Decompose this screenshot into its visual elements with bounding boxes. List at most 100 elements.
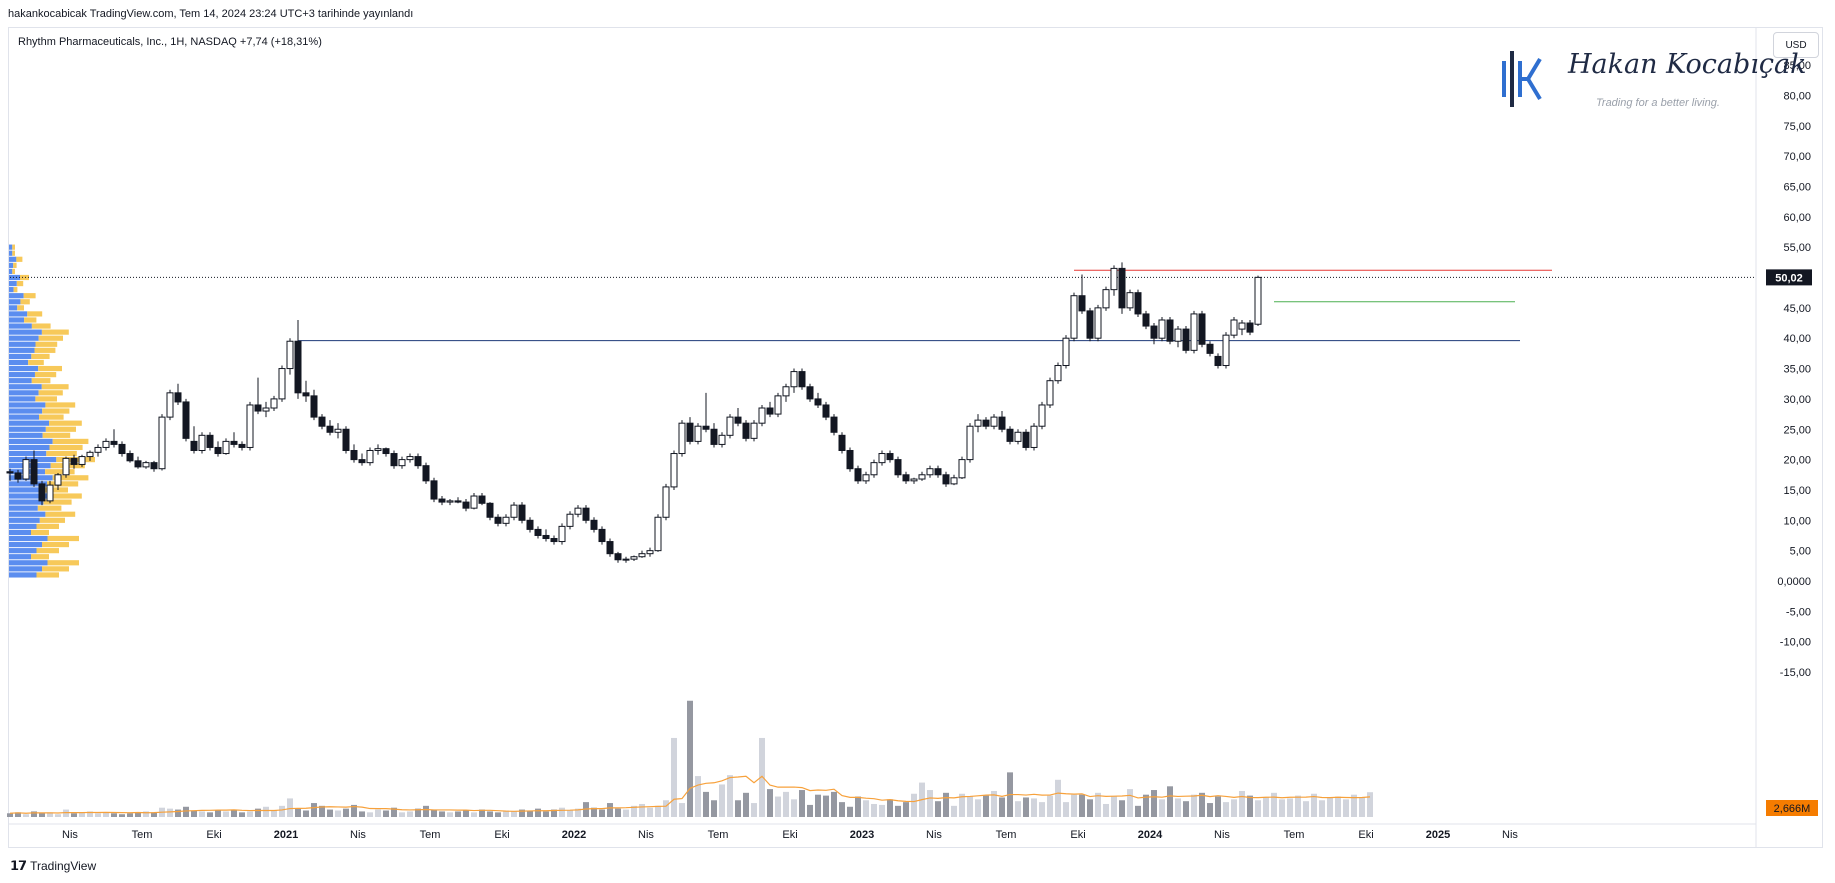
candle xyxy=(1062,335,1070,369)
candle-body xyxy=(822,404,830,418)
candle xyxy=(934,465,942,478)
candle xyxy=(1054,362,1062,384)
candle xyxy=(798,368,806,390)
candle xyxy=(350,444,358,463)
candle-body xyxy=(398,459,406,467)
candle-body xyxy=(774,395,782,415)
candle xyxy=(950,474,958,486)
candle-body xyxy=(894,459,902,476)
watermark-logo: Hakan Kocabıçak Trading for a better liv… xyxy=(1496,45,1807,115)
price-tick-label: 25,00 xyxy=(1783,424,1811,436)
candle-body xyxy=(966,425,974,461)
volume-bar xyxy=(575,808,581,817)
volume-bar xyxy=(607,803,613,817)
volume-bar xyxy=(743,792,749,817)
candle-body xyxy=(470,495,478,509)
profile-bar-yellow xyxy=(35,396,57,402)
time-tick-label: 2021 xyxy=(274,829,298,841)
profile-bar-blue xyxy=(9,359,29,366)
candle xyxy=(1174,326,1182,348)
profile-bar-yellow xyxy=(45,426,76,432)
candle xyxy=(206,432,214,451)
tradingview-brand[interactable]: 𝟭𝟳 TradingView xyxy=(10,858,96,874)
candle xyxy=(486,502,494,521)
candle xyxy=(1238,319,1246,336)
volume-bar xyxy=(1263,797,1269,817)
candle-body xyxy=(254,404,262,412)
profile-bar-blue xyxy=(9,572,37,578)
volume-profile xyxy=(9,244,95,578)
profile-bar-blue xyxy=(9,450,47,457)
volume-bar xyxy=(1207,803,1213,817)
candle xyxy=(38,480,46,506)
volume-bar xyxy=(975,799,981,817)
candle-body xyxy=(566,513,574,527)
candle xyxy=(238,441,246,451)
volume-bars xyxy=(7,700,1373,817)
volume-bar xyxy=(319,805,325,817)
volume-bar xyxy=(1047,795,1053,817)
time-tick-label: Tem xyxy=(996,829,1017,841)
candle xyxy=(766,401,774,418)
profile-bar-yellow xyxy=(35,341,58,347)
profile-bar-blue xyxy=(9,529,31,536)
profile-bar-yellow xyxy=(16,280,24,287)
profile-bar-blue xyxy=(9,244,13,250)
profile-bar-yellow xyxy=(16,256,23,262)
candle xyxy=(310,389,318,421)
candle xyxy=(246,401,254,451)
profile-bar-yellow xyxy=(27,311,43,317)
candle xyxy=(278,365,286,402)
volume-bar xyxy=(39,813,45,817)
volume-bar xyxy=(695,776,701,817)
currency-button[interactable]: USD xyxy=(1773,32,1819,58)
candle xyxy=(286,338,294,375)
price-tick-label: 80,00 xyxy=(1783,90,1811,102)
candle-body xyxy=(582,507,590,521)
horizontal-lines xyxy=(10,269,1756,342)
time-tick-label: Eki xyxy=(782,829,797,841)
candle-body xyxy=(958,459,966,479)
candle xyxy=(838,432,846,454)
profile-bar-blue xyxy=(9,250,13,256)
profile-bar-yellow xyxy=(36,523,59,529)
volume-bar xyxy=(263,806,269,817)
candle-body xyxy=(510,504,518,518)
candle-body xyxy=(310,395,318,418)
volume-bar xyxy=(1023,797,1029,817)
candle xyxy=(126,450,134,463)
volume-bar xyxy=(631,805,637,817)
candle-body xyxy=(38,483,46,502)
candle-body xyxy=(222,440,230,455)
candle xyxy=(1094,304,1102,342)
time-tick-label: Tem xyxy=(1284,829,1305,841)
volume-bar xyxy=(1335,796,1341,817)
candle-body xyxy=(542,534,550,540)
candle xyxy=(1110,265,1118,296)
candle-body xyxy=(486,502,494,518)
candle xyxy=(446,499,454,506)
profile-bar-yellow xyxy=(41,384,69,390)
profile-bar-yellow xyxy=(42,408,70,414)
volume-bar xyxy=(599,809,605,817)
candle xyxy=(1086,307,1094,342)
candle-body xyxy=(790,371,798,388)
candle-body xyxy=(726,416,734,436)
candle-body xyxy=(30,459,38,485)
candle-body xyxy=(1174,328,1182,342)
volume-bar xyxy=(711,800,717,817)
candle-body xyxy=(358,459,366,464)
volume-bar xyxy=(807,804,813,817)
volume-bar xyxy=(559,807,565,817)
profile-bar-yellow xyxy=(12,250,15,256)
candle xyxy=(318,414,326,430)
volume-bar xyxy=(983,795,989,817)
candle xyxy=(102,438,110,451)
candle-body xyxy=(198,434,206,451)
candle xyxy=(470,492,478,510)
profile-bar-yellow xyxy=(47,481,79,487)
profile-bar-yellow xyxy=(13,262,17,268)
profile-bar-blue xyxy=(9,432,43,438)
candle xyxy=(702,392,710,433)
